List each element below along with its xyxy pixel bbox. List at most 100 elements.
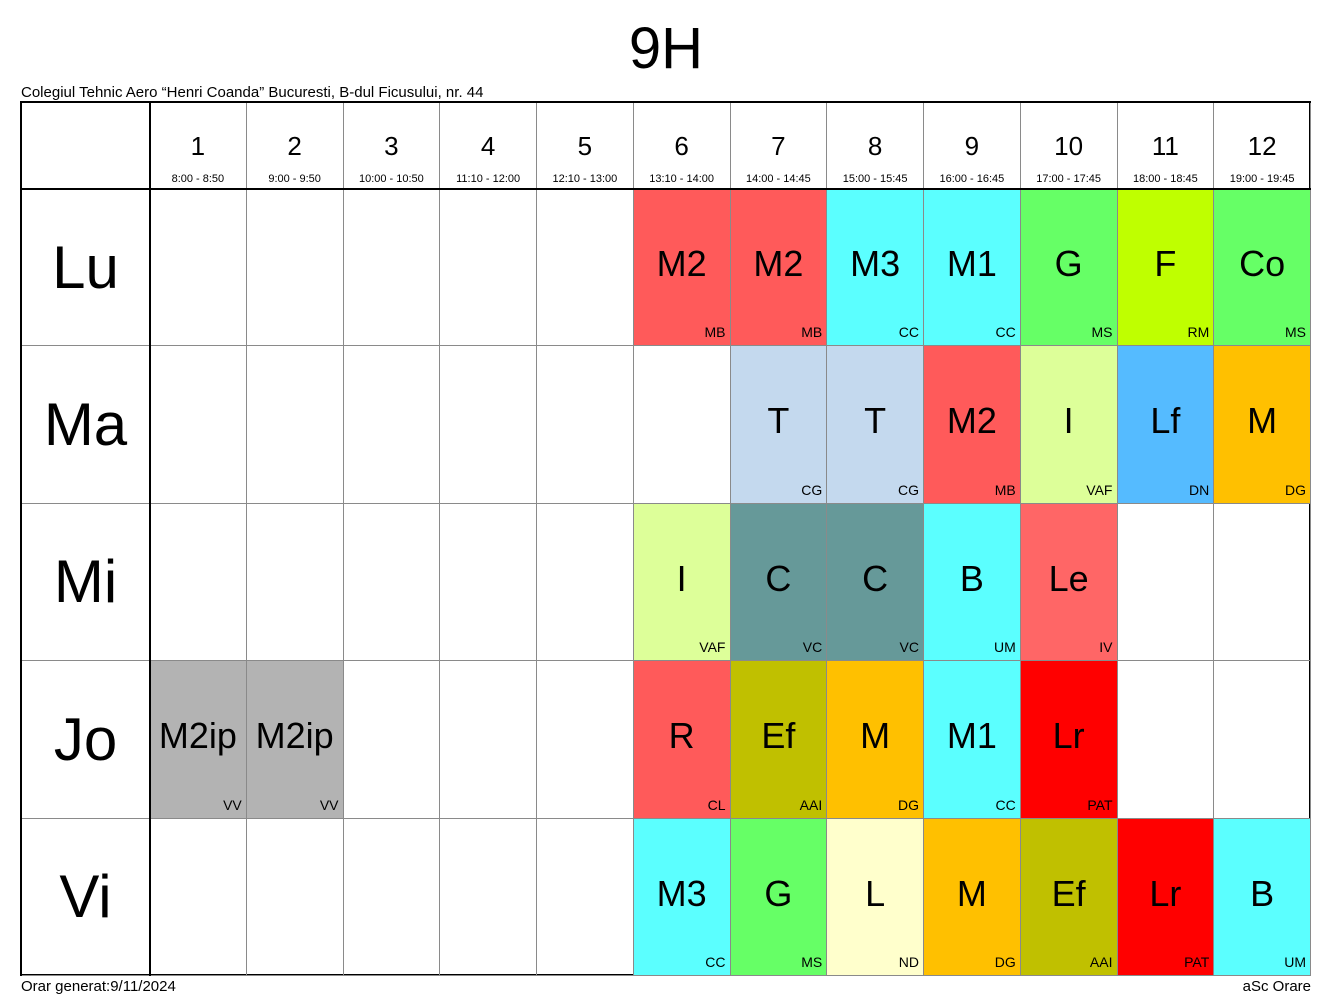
period-number: 6 <box>674 131 689 161</box>
timetable-grid: 1 8:00 - 8:50 2 9:00 - 9:50 3 10:00 - 10:50 4 1… <box>20 101 1311 976</box>
lesson-cell[interactable]: M3 CC <box>827 189 924 347</box>
empty-cell <box>150 346 247 504</box>
period-header: 2 9:00 - 9:50 <box>246 103 344 189</box>
lesson-cell[interactable]: T CG <box>730 346 828 504</box>
empty-cell <box>343 661 441 819</box>
lesson-cell[interactable]: C VC <box>827 503 924 662</box>
lesson-cell[interactable]: F RM <box>1117 189 1215 347</box>
lesson-subject: Lr <box>1149 872 1182 914</box>
lesson-cell[interactable]: G MS <box>730 818 828 976</box>
lesson-teacher: DG <box>898 796 919 813</box>
lesson-teacher: VV <box>223 796 242 813</box>
empty-cell <box>343 503 441 662</box>
lesson-cell[interactable]: B UM <box>1214 818 1311 976</box>
period-time: 15:00 - 15:45 <box>842 173 908 185</box>
period-number: 7 <box>771 131 786 161</box>
period-header: 3 10:00 - 10:50 <box>343 103 441 189</box>
lesson-subject: R <box>668 715 695 757</box>
lesson-cell[interactable]: M2 MB <box>924 346 1021 504</box>
period-number: 9 <box>964 131 980 161</box>
lesson-cell[interactable]: I VAF <box>633 503 731 662</box>
lesson-teacher: MB <box>994 481 1016 498</box>
lesson-teacher: MS <box>801 953 823 970</box>
lesson-subject: T <box>864 400 887 442</box>
lesson-subject: I <box>676 557 687 599</box>
empty-cell <box>537 346 634 504</box>
period-time: 9:00 - 9:50 <box>268 173 321 185</box>
period-time: 18:00 - 18:45 <box>1132 173 1198 185</box>
lesson-teacher: RM <box>1187 324 1210 341</box>
period-time: 8:00 - 8:50 <box>171 173 225 185</box>
lesson-cell[interactable]: T CG <box>827 346 924 504</box>
lesson-cell[interactable]: B UM <box>924 503 1021 662</box>
lesson-cell[interactable]: Lr PAT <box>1117 818 1215 976</box>
lesson-cell[interactable]: Lf DN <box>1117 346 1215 504</box>
empty-cell <box>1117 503 1215 662</box>
period-time: 19:00 - 19:45 <box>1229 173 1295 185</box>
period-time: 12:10 - 13:00 <box>552 173 618 185</box>
period-number: 5 <box>577 131 593 161</box>
empty-cell <box>537 661 634 819</box>
lesson-subject: L <box>865 872 886 914</box>
corner-cell <box>22 103 150 189</box>
day-label: Jo <box>22 661 150 819</box>
lesson-teacher: VC <box>899 639 919 656</box>
empty-cell <box>150 818 247 976</box>
lesson-cell[interactable]: M1 CC <box>924 189 1021 347</box>
lesson-teacher: CC <box>705 953 726 970</box>
lesson-teacher: VC <box>802 639 823 656</box>
period-time: 17:00 - 17:45 <box>1036 173 1102 185</box>
lesson-cell[interactable]: Ef AAI <box>1020 818 1118 976</box>
empty-cell <box>440 189 537 347</box>
lesson-cell[interactable]: M3 CC <box>633 818 731 976</box>
lesson-cell[interactable]: M2 MB <box>633 189 731 347</box>
period-number: 1 <box>190 131 206 161</box>
empty-cell <box>440 818 537 976</box>
lesson-subject: Ef <box>761 715 796 757</box>
lesson-subject: M1 <box>946 243 997 284</box>
period-time: 16:00 - 16:45 <box>939 173 1005 185</box>
lesson-cell[interactable]: M2ip VV <box>246 661 344 819</box>
lesson-subject: M <box>860 715 891 757</box>
lesson-cell[interactable]: G MS <box>1020 189 1118 347</box>
lesson-teacher: ND <box>898 953 919 970</box>
lesson-cell[interactable]: L ND <box>827 818 924 976</box>
lesson-subject: M2 <box>946 400 997 442</box>
lesson-teacher: AAI <box>1089 953 1113 970</box>
day-label: Ma <box>22 346 150 504</box>
lesson-cell[interactable]: I VAF <box>1020 346 1118 504</box>
lesson-subject: Lr <box>1052 715 1085 757</box>
lesson-teacher: MS <box>1285 324 1306 341</box>
lesson-subject: M3 <box>656 872 707 914</box>
lesson-subject: Lf <box>1150 400 1181 442</box>
lesson-cell[interactable]: M DG <box>924 818 1021 976</box>
lesson-cell[interactable]: M DG <box>827 661 924 819</box>
lesson-teacher: PAT <box>1087 796 1113 813</box>
lesson-cell[interactable]: R CL <box>633 661 731 819</box>
lesson-subject: Ef <box>1051 872 1086 914</box>
lesson-subject: M2 <box>753 243 804 284</box>
generated-date: Orar generat:9/11/2024 <box>21 978 176 995</box>
lesson-cell[interactable]: Co MS <box>1214 189 1311 347</box>
lesson-subject: G <box>1054 243 1083 284</box>
lesson-teacher: VAF <box>699 639 726 656</box>
period-header: 6 13:10 - 14:00 <box>633 103 731 189</box>
lesson-cell[interactable]: C VC <box>730 503 828 662</box>
empty-cell <box>1214 503 1311 662</box>
empty-cell <box>440 503 537 662</box>
lesson-cell[interactable]: M2ip VV <box>150 661 247 819</box>
empty-cell <box>1214 661 1311 819</box>
lesson-cell[interactable]: M2 MB <box>730 189 828 347</box>
period-header: 1 8:00 - 8:50 <box>150 103 247 189</box>
lesson-cell[interactable]: Ef AAI <box>730 661 828 819</box>
lesson-subject: M <box>956 872 987 914</box>
day-label: Mi <box>22 503 150 662</box>
lesson-cell[interactable]: M DG <box>1214 346 1311 504</box>
empty-cell <box>633 346 731 504</box>
lesson-teacher: UM <box>1284 953 1306 970</box>
period-time: 10:00 - 10:50 <box>358 173 424 185</box>
lesson-cell[interactable]: M1 CC <box>924 661 1021 819</box>
lesson-teacher: CC <box>898 324 919 341</box>
lesson-cell[interactable]: Le IV <box>1020 503 1118 662</box>
lesson-cell[interactable]: Lr PAT <box>1020 661 1118 819</box>
